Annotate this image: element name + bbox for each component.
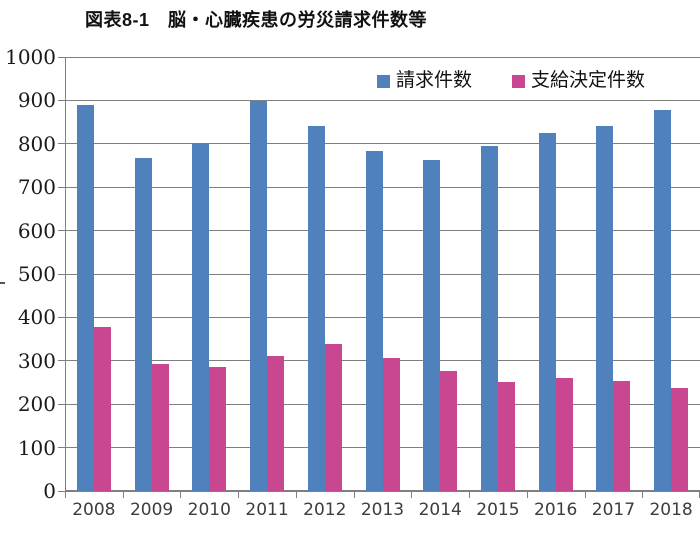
chart-title: 図表8-1 脳・心臓疾患の労災請求件数等 [85,10,428,30]
x-axis-label: 2016 [534,500,578,520]
x-axis-label: 2008 [72,500,116,520]
bar-claims-2008 [76,105,94,491]
bar-claims-2010 [192,142,210,491]
y-tick-1000 [58,56,65,58]
y-tick-100 [58,447,65,449]
gridline-y-900 [65,99,700,101]
legend: 請求件数 支給決定件数 [377,70,645,92]
bar-claims-2009 [134,158,152,491]
x-axis-label: 2011 [245,500,289,520]
x-tick [180,491,182,498]
bar-claims-2017 [596,126,614,491]
x-axis-label: 2009 [129,500,174,520]
legend-swatch-icon [377,74,390,88]
bar-decisions-2010 [209,367,227,491]
gridline-y-700 [65,186,700,188]
x-axis-label: 2012 [303,500,347,520]
legend-label: 請求件数 [396,70,473,91]
x-axis-label: 2010 [187,500,231,520]
y-axis-unit-fragment [0,282,5,284]
legend-item-decisions: 支給決定件数 [512,70,645,92]
y-axis-label: 1000 [5,45,56,69]
x-tick [469,491,471,498]
y-tick-300 [58,360,65,362]
x-tick [584,491,586,498]
x-tick [65,491,66,498]
y-axis-label: 800 [17,131,56,156]
x-tick [642,491,644,498]
bar-claims-2011 [250,101,268,491]
x-axis-label: 2018 [649,500,693,520]
y-axis [65,57,66,491]
x-axis-label: 2017 [591,500,636,520]
gridline-y-1000 [65,56,700,58]
gridline-y-400 [65,316,700,318]
x-tick [526,491,528,498]
bar-claims-2014 [423,159,441,491]
bar-claims-2013 [365,150,383,491]
x-tick [238,491,240,498]
y-axis-label: 100 [17,435,56,460]
y-tick-0 [58,490,65,492]
y-axis-label: 0 [43,479,56,503]
y-axis-label: 700 [17,175,56,200]
y-axis-label: 600 [17,218,56,243]
gridline-y-600 [65,230,700,232]
x-axis-label: 2014 [418,500,462,520]
y-tick-500 [58,273,65,275]
x-axis [65,490,700,492]
x-axis-label: 2013 [360,500,405,520]
bar-decisions-2013 [382,358,400,491]
x-tick [122,491,124,498]
bar-decisions-2008 [93,327,111,491]
bar-decisions-2015 [497,382,515,491]
y-tick-900 [58,99,65,101]
y-axis-label: 500 [17,262,56,286]
x-axis-label: 2015 [476,500,520,520]
legend-item-claims: 請求件数 [377,70,472,92]
y-tick-400 [58,316,65,318]
y-axis-label: 200 [17,392,56,417]
bar-claims-2016 [538,132,556,491]
bar-decisions-2018 [671,387,689,491]
bar-claims-2015 [480,145,498,491]
bar-claims-2012 [307,125,325,491]
y-tick-200 [58,403,65,405]
bar-decisions-2014 [440,370,458,491]
gridline-y-800 [65,143,700,145]
bar-claims-2018 [654,110,672,491]
y-axis-label: 400 [17,305,56,330]
y-axis-label: 900 [17,88,56,113]
y-tick-600 [58,230,65,232]
bar-decisions-2011 [267,356,285,491]
y-tick-700 [58,186,65,188]
y-axis-label: 300 [17,348,56,373]
x-tick [411,491,413,498]
x-tick [353,491,355,498]
bar-decisions-2009 [151,363,169,491]
gridline-y-500 [65,273,700,275]
legend-label: 支給決定件数 [531,70,646,91]
x-tick [295,491,297,498]
y-tick-800 [58,143,65,145]
bar-decisions-2016 [555,378,573,491]
bar-decisions-2017 [613,381,631,491]
bar-decisions-2012 [324,344,342,491]
legend-swatch-icon [512,74,526,88]
